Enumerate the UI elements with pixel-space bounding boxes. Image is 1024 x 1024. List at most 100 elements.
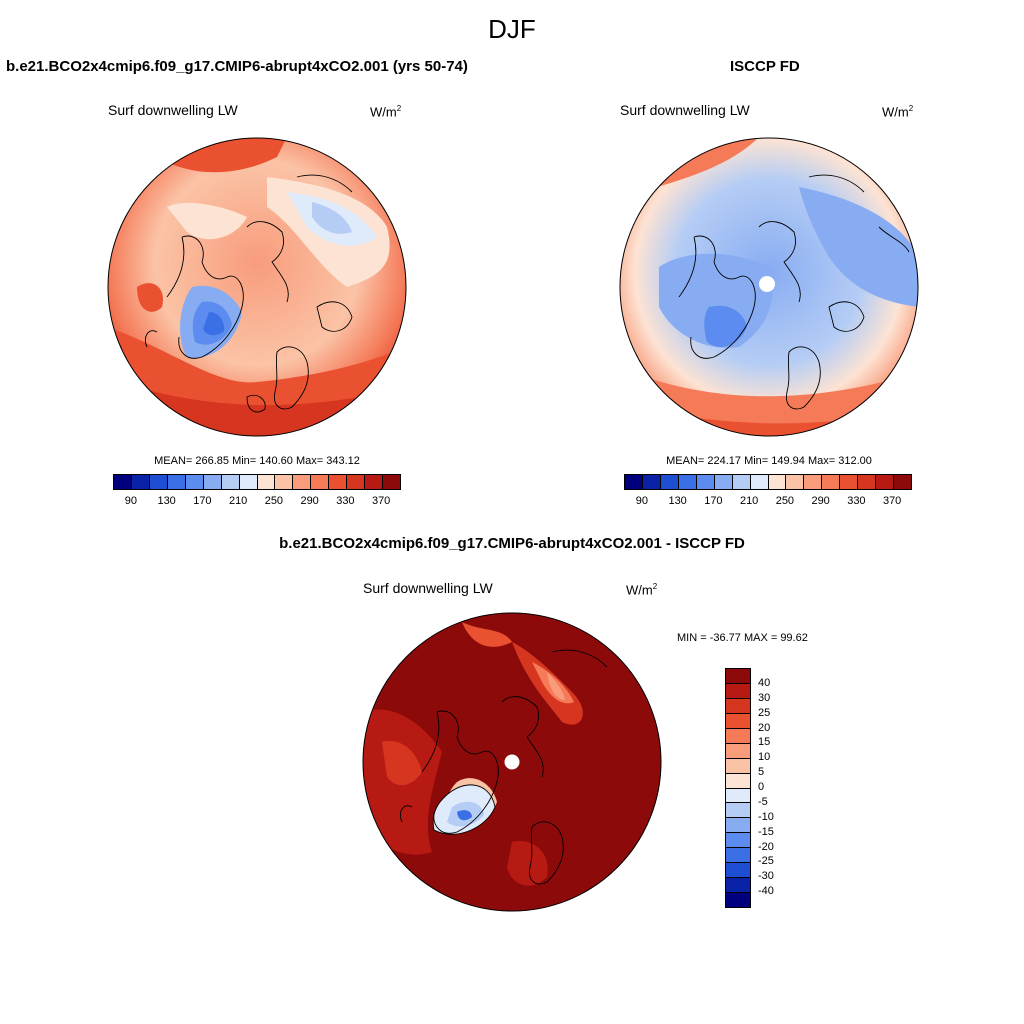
panel-1-colorbar-box bbox=[383, 475, 400, 489]
panel-1-units: W/m2 bbox=[370, 104, 402, 120]
figure-title: DJF bbox=[488, 14, 536, 44]
panel-1-colorbar-box bbox=[365, 475, 384, 489]
panel-3-colorbar-tick-label: -10 bbox=[758, 810, 774, 823]
panel-3-stats: MIN = -36.77 MAX = 99.62 bbox=[677, 632, 808, 644]
panel-3-colorbar bbox=[725, 668, 751, 908]
panel-2-colorbar-tick-label: 170 bbox=[704, 495, 723, 507]
panel-3-colorbar-tick-label: 5 bbox=[758, 766, 765, 779]
panel-3-colorbar-tick-label: 0 bbox=[758, 781, 765, 793]
panel-1-colorbar-box bbox=[239, 475, 258, 489]
panel-2-colorbar-ticks: 90 130 170 210 250 290 330 370 bbox=[624, 495, 910, 509]
panel-3-colorbar-box bbox=[726, 713, 750, 729]
panel-3-colorbar-box bbox=[726, 743, 750, 759]
panel-1-colorbar-tick-label: 290 bbox=[300, 495, 319, 507]
panel-3-colorbar-tick-label: -20 bbox=[758, 840, 774, 853]
panel-2-colorbar-tick-label: 130 bbox=[668, 495, 687, 507]
panel-3-colorbar-tick-label: 20 bbox=[758, 721, 771, 734]
panel-3-colorbar-ticks: 40 30 25 20 15 10 5 0 -5 -10 -15 -20 -25 -30 -40 bbox=[758, 668, 798, 906]
panel-3-colorbar-box bbox=[726, 803, 750, 819]
panel-3-title: b.e21.BCO2x4cmip6.f09_g17.CMIP6-abrupt4x… bbox=[279, 535, 745, 552]
panel-1-variable-label: Surf downwelling LW bbox=[108, 102, 238, 118]
panel-3-colorbar-box bbox=[726, 833, 750, 849]
panel-1-colorbar-tick-label: 130 bbox=[157, 495, 176, 507]
panel-3-colorbar-tick-label: 10 bbox=[758, 751, 771, 764]
panel-1-colorbar-tick-label: 370 bbox=[371, 495, 391, 507]
panel-2-colorbar-box bbox=[840, 475, 859, 489]
panel-2-colorbar-tick-label: 210 bbox=[739, 495, 759, 507]
panel-1-title: b.e21.BCO2x4cmip6.f09_g17.CMIP6-abrupt4x… bbox=[6, 58, 468, 75]
panel-1-colorbar-tick-label: 250 bbox=[264, 495, 284, 507]
panel-1-colorbar-box bbox=[167, 475, 186, 489]
panel-3-colorbar-box bbox=[726, 698, 750, 714]
panel-2-colorbar-tick-label: 330 bbox=[847, 495, 866, 507]
panel-2-colorbar-box bbox=[768, 475, 787, 489]
panel-3-colorbar-box bbox=[726, 893, 750, 907]
panel-2-colorbar-box bbox=[660, 475, 679, 489]
panel-1-colorbar-tick-label: 170 bbox=[193, 495, 212, 507]
panel-2-colorbar-box bbox=[642, 475, 661, 489]
panel-2-variable-label: Surf downwelling LW bbox=[620, 102, 750, 118]
panel-2-colorbar-box bbox=[625, 475, 643, 489]
panel-2-colorbar-box bbox=[750, 475, 769, 489]
panel-1-colorbar-box bbox=[275, 475, 294, 489]
panel-1-map bbox=[107, 137, 407, 437]
panel-2-map bbox=[619, 137, 919, 437]
panel-1-colorbar-box bbox=[114, 475, 132, 489]
panel-3-colorbar-box bbox=[726, 863, 750, 879]
panel-2-units: W/m2 bbox=[882, 104, 914, 120]
panel-2-colorbar-box bbox=[714, 475, 733, 489]
panel-1-colorbar-box bbox=[203, 475, 222, 489]
panel-2-title: ISCCP FD bbox=[730, 58, 800, 75]
panel-3-colorbar-tick-label: -5 bbox=[758, 795, 768, 808]
panel-1-colorbar-box bbox=[293, 475, 312, 489]
panel-1-colorbar-box bbox=[347, 475, 366, 489]
panel-3-colorbar-tick-label: 40 bbox=[758, 676, 771, 689]
panel-1-colorbar-ticks: 90 130 170 210 250 290 330 370 bbox=[113, 495, 399, 509]
panel-3-colorbar-tick-label: -25 bbox=[758, 855, 774, 868]
panel-3-colorbar-tick-label: -40 bbox=[758, 885, 774, 898]
panel-3-colorbar-box bbox=[726, 758, 750, 774]
panel-2-colorbar-box bbox=[732, 475, 751, 489]
panel-2-colorbar-box bbox=[876, 475, 895, 489]
panel-1-colorbar-box bbox=[131, 475, 150, 489]
panel-2-colorbar bbox=[624, 474, 912, 490]
panel-2-colorbar-tick-label: 90 bbox=[635, 495, 648, 507]
panel-1-colorbar-box bbox=[329, 475, 348, 489]
panel-3-colorbar-box bbox=[726, 818, 750, 834]
panel-1-colorbar-tick-label: 90 bbox=[124, 495, 137, 507]
panel-1-stats: MEAN= 266.85 Min= 140.60 Max= 343.12 bbox=[154, 455, 360, 467]
panel-1-colorbar-box bbox=[311, 475, 330, 489]
panel-2-colorbar-tick-label: 250 bbox=[775, 495, 795, 507]
panel-3-colorbar-tick-label: 30 bbox=[758, 691, 771, 704]
panel-3-colorbar-box bbox=[726, 848, 750, 864]
panel-3-colorbar-box bbox=[726, 773, 750, 789]
panel-2-colorbar-box bbox=[858, 475, 877, 489]
panel-3-colorbar-tick-label: -30 bbox=[758, 870, 774, 883]
panel-2-stats: MEAN= 224.17 Min= 149.94 Max= 312.00 bbox=[666, 455, 872, 467]
panel-3-colorbar-tick-label: 25 bbox=[758, 706, 771, 719]
panel-3-variable-label: Surf downwelling LW bbox=[363, 580, 493, 596]
panel-1-colorbar-tick-label: 330 bbox=[336, 495, 355, 507]
panel-3-colorbar-tick-label: 15 bbox=[758, 736, 771, 749]
panel-2-colorbar-box bbox=[678, 475, 697, 489]
panel-3-map bbox=[362, 612, 662, 912]
panel-1-colorbar-box bbox=[185, 475, 204, 489]
panel-1-colorbar-box bbox=[221, 475, 240, 489]
panel-3-colorbar-box bbox=[726, 683, 750, 699]
panel-1-colorbar-tick-label: 210 bbox=[228, 495, 248, 507]
panel-3-colorbar-box bbox=[726, 878, 750, 894]
panel-3-units: W/m2 bbox=[626, 582, 658, 598]
panel-1-colorbar-box bbox=[149, 475, 168, 489]
panel-2-colorbar-box bbox=[894, 475, 911, 489]
panel-2-colorbar-box bbox=[786, 475, 805, 489]
panel-3-colorbar-box bbox=[726, 669, 750, 684]
panel-1-colorbar bbox=[113, 474, 401, 490]
panel-3-colorbar-box bbox=[726, 728, 750, 744]
panel-1-colorbar-box bbox=[257, 475, 276, 489]
panel-2-colorbar-tick-label: 370 bbox=[882, 495, 902, 507]
panel-2-colorbar-box bbox=[696, 475, 715, 489]
panel-3-colorbar-tick-label: -15 bbox=[758, 825, 774, 838]
panel-2-colorbar-box bbox=[804, 475, 823, 489]
panel-3-colorbar-box bbox=[726, 788, 750, 804]
panel-2-colorbar-tick-label: 290 bbox=[811, 495, 830, 507]
